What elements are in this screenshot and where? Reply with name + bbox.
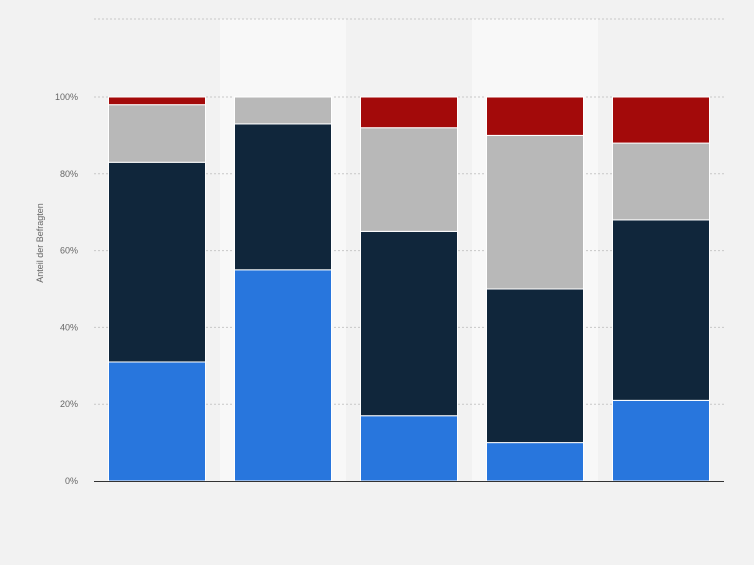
bar-segment-2-1[interactable] bbox=[234, 269, 332, 482]
y-tick-label: 80% bbox=[60, 169, 78, 179]
y-tick-label: 0% bbox=[65, 476, 78, 486]
bar-segment-4-1[interactable] bbox=[486, 442, 584, 482]
bar-segment-1-2[interactable] bbox=[108, 161, 206, 363]
bar-segment-3-3[interactable] bbox=[360, 127, 458, 232]
bar-segment-1-3[interactable] bbox=[108, 104, 206, 163]
bar-segment-2-3[interactable] bbox=[234, 96, 332, 125]
bar-segment-2-2[interactable] bbox=[234, 123, 332, 271]
y-tick-label: 20% bbox=[60, 399, 78, 409]
y-tick-label: 60% bbox=[60, 246, 78, 256]
bar-segment-3-2[interactable] bbox=[360, 230, 458, 417]
bar-segment-1-4[interactable] bbox=[108, 96, 206, 106]
bar-segment-4-2[interactable] bbox=[486, 288, 584, 444]
bar-segment-4-4[interactable] bbox=[486, 96, 584, 136]
bar-segment-1-1[interactable] bbox=[108, 361, 206, 482]
bar-segment-5-4[interactable] bbox=[612, 96, 710, 144]
bar-segment-4-3[interactable] bbox=[486, 134, 584, 290]
y-tick-labels: 0% 20% 40% 60% 80% 100% bbox=[55, 92, 78, 486]
bar-segment-3-4[interactable] bbox=[360, 96, 458, 129]
bar-segment-5-3[interactable] bbox=[612, 142, 710, 221]
y-tick-label: 40% bbox=[60, 322, 78, 332]
y-axis-label: Anteil der Befragten bbox=[35, 203, 45, 283]
bars bbox=[108, 96, 710, 482]
bar-segment-5-1[interactable] bbox=[612, 399, 710, 482]
y-tick-label: 100% bbox=[55, 92, 78, 102]
bar-segment-5-2[interactable] bbox=[612, 219, 710, 401]
bar-segment-3-1[interactable] bbox=[360, 415, 458, 482]
